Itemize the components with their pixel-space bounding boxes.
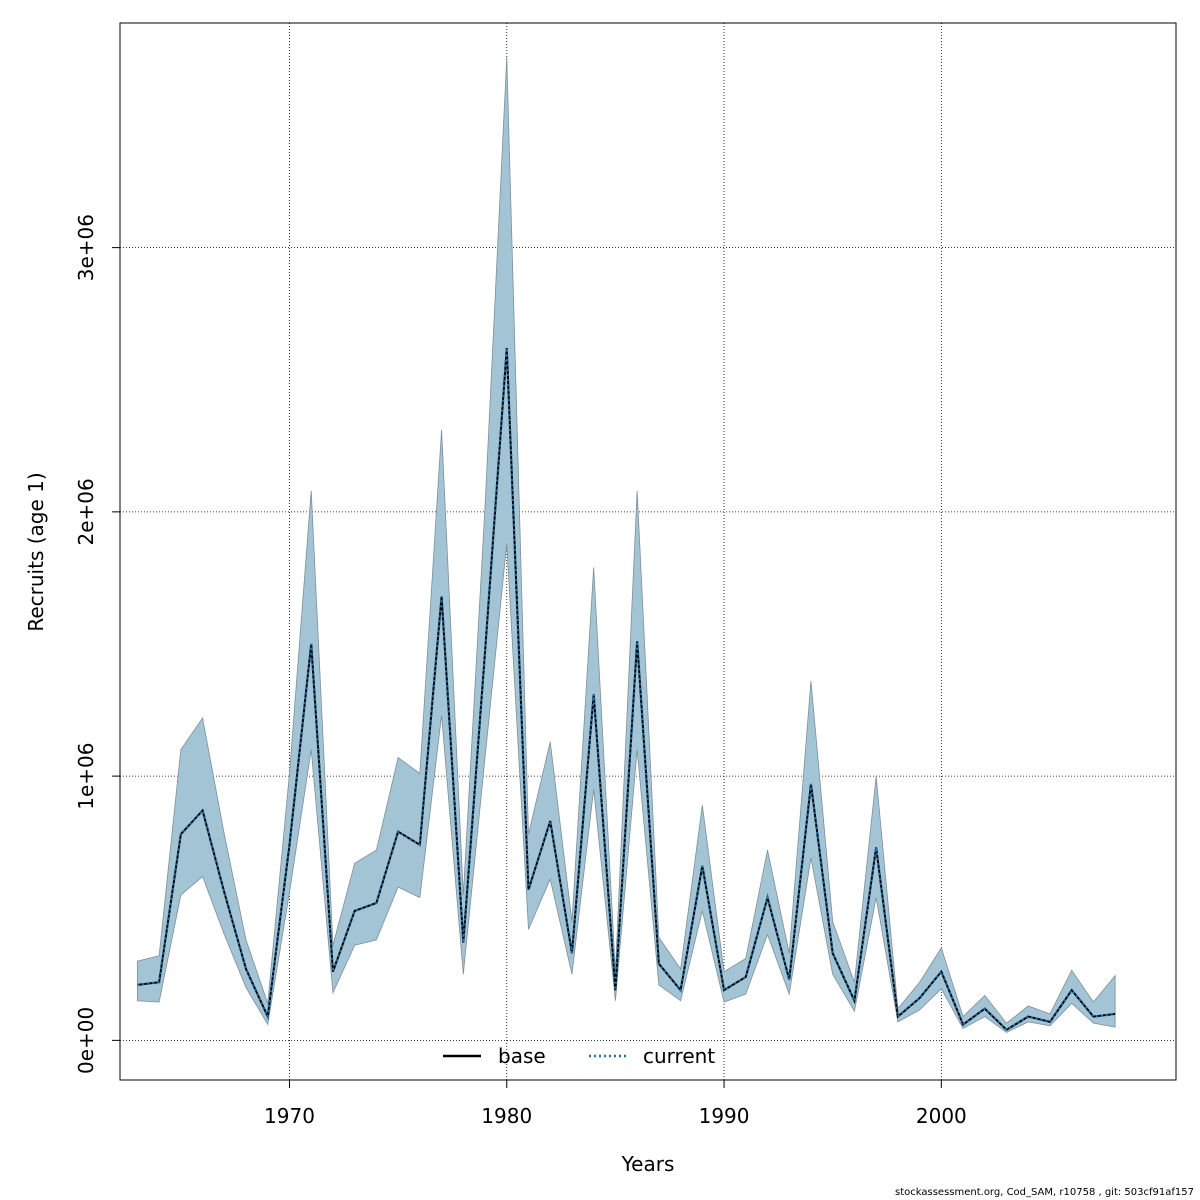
- y-tick-label-0: 0e+00: [74, 1007, 98, 1074]
- y-axis-title: Recruits (age 1): [24, 472, 48, 631]
- legend-label-base: base: [498, 1044, 546, 1068]
- y-tick-label-1: 1e+06: [74, 742, 98, 809]
- confidence-band: [136, 57, 1116, 1033]
- y-tick-label-3: 3e+06: [74, 214, 98, 281]
- legend-label-current: current: [643, 1044, 715, 1068]
- x-tick-label-1980: 1980: [481, 1104, 532, 1128]
- x-tick-label-2000: 2000: [916, 1104, 967, 1128]
- confidence-band-layer: [136, 57, 1116, 1033]
- series-line-current: [137, 347, 1116, 1032]
- series-lines-layer: [137, 347, 1116, 1032]
- x-tick-label-1990: 1990: [699, 1104, 750, 1128]
- footer-credit: stockassessment.org, Cod_SAM, r10758 , g…: [895, 1187, 1194, 1198]
- plot-frame: [119, 22, 1177, 1081]
- y-tick-label-2: 2e+06: [74, 478, 98, 545]
- x-axis-title: Years: [621, 1152, 675, 1176]
- x-tick-label-1970: 1970: [264, 1104, 315, 1128]
- axes-layer: 1970 1980 1990 2000 0e+00 1e+06 2e+06 3e+06: [74, 214, 967, 1128]
- legend: base current: [443, 1044, 715, 1068]
